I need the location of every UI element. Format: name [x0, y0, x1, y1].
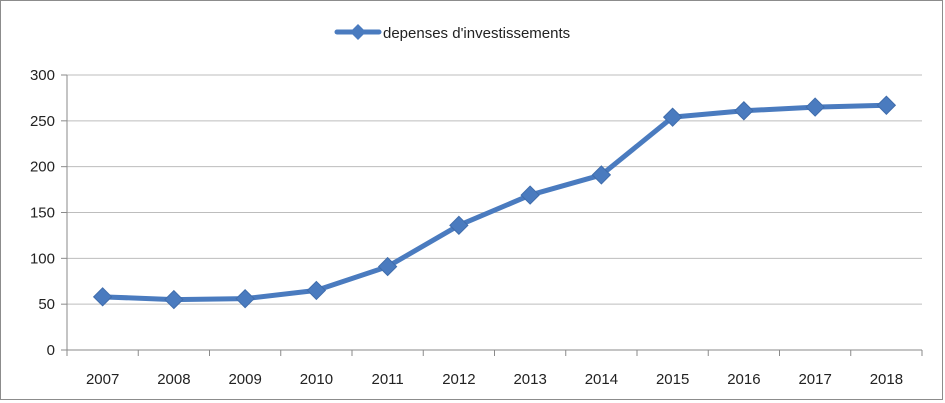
x-tick-label: 2010	[300, 371, 333, 388]
y-tick-label: 100	[30, 250, 55, 267]
legend: depenses d'investissements	[334, 24, 570, 42]
data-point-marker	[805, 97, 825, 117]
legend-swatch-marker	[350, 24, 366, 40]
x-tick-label: 2011	[371, 371, 403, 388]
data-point-marker	[449, 215, 469, 236]
y-tick-label: 150	[30, 205, 55, 222]
y-tick-label: 50	[38, 296, 55, 313]
legend-label: depenses d'investissements	[383, 25, 570, 42]
y-tick-label: 200	[30, 159, 55, 176]
x-tick-label: 2015	[656, 371, 689, 388]
y-tick-label: 0	[47, 342, 55, 359]
data-point-marker	[876, 95, 897, 115]
data-point-marker	[662, 107, 683, 127]
x-tick-label: 2012	[442, 371, 475, 388]
series-line	[100, 102, 889, 303]
x-tick-label: 2017	[798, 371, 831, 388]
x-axis: 2007 2008 2009 2010 2011 2012 2013 2014 2015 2016…	[66, 350, 923, 388]
x-tick-label: 2007	[86, 371, 119, 388]
y-tick-label: 300	[30, 67, 55, 84]
x-tick-label: 2018	[870, 371, 903, 388]
x-tick-label: 2016	[727, 371, 760, 388]
data-point-marker	[591, 165, 612, 185]
data-point-marker	[377, 256, 398, 277]
series-group	[92, 95, 897, 310]
x-tick-label: 2013	[513, 371, 546, 388]
data-point-marker	[306, 280, 327, 301]
data-point-marker	[164, 289, 184, 310]
y-axis: 0 50 100 150 200 250 300	[30, 67, 68, 359]
gridlines	[67, 74, 922, 351]
data-point-marker	[520, 185, 540, 205]
x-tick-label: 2008	[157, 371, 190, 388]
data-point-marker	[92, 287, 113, 307]
data-point-marker	[235, 288, 255, 309]
x-tick-label: 2009	[228, 371, 261, 388]
y-tick-label: 250	[30, 113, 55, 130]
data-point-marker	[734, 101, 754, 121]
x-tick-label: 2014	[585, 371, 618, 388]
